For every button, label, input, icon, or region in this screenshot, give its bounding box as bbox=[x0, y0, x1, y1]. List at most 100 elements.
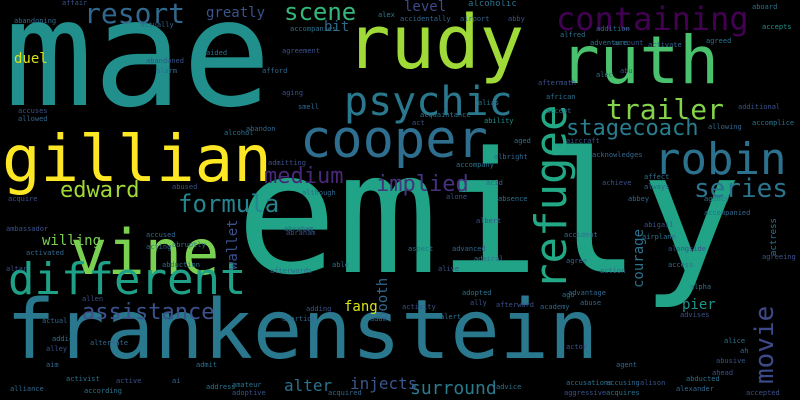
word-alcohol: alcohol bbox=[224, 129, 254, 137]
word-allowed: allowed bbox=[18, 115, 48, 123]
word-african: african bbox=[546, 93, 576, 101]
word-abraham-2: abraham bbox=[286, 229, 316, 237]
word-aboard: aboard bbox=[752, 3, 778, 11]
word-abusive: abusive bbox=[716, 357, 746, 365]
word-psychic: psychic bbox=[344, 79, 513, 125]
word-accepts: accepts bbox=[762, 23, 792, 31]
word-affair: affair bbox=[62, 0, 88, 7]
word-robin: robin bbox=[654, 134, 787, 185]
word-movie: movie bbox=[750, 305, 780, 384]
word-aim: aim bbox=[46, 361, 59, 369]
word-address: address bbox=[206, 383, 236, 391]
word-absence: absence bbox=[498, 195, 528, 203]
word-ai: ai bbox=[172, 377, 181, 385]
word-abby: abby bbox=[508, 15, 525, 23]
word-alliance: alliance bbox=[10, 385, 44, 393]
word-able: able bbox=[332, 261, 349, 269]
word-achieve: achieve bbox=[602, 179, 632, 187]
word-act: act bbox=[412, 119, 425, 127]
word-agree: agree bbox=[566, 257, 588, 265]
word-although: although bbox=[302, 189, 336, 197]
word-accompany: accompany bbox=[456, 161, 494, 169]
word-adventure: adventure bbox=[590, 39, 628, 47]
word-duel: duel bbox=[14, 51, 48, 67]
word-ability: ability bbox=[484, 117, 514, 125]
word-accusing: accusing bbox=[606, 379, 640, 387]
word-rudy: rudy bbox=[346, 0, 525, 86]
word-aging: aging bbox=[282, 89, 304, 97]
word-alive: alive bbox=[438, 265, 460, 273]
word-abandon: abandon bbox=[246, 125, 276, 133]
word-edward: edward bbox=[60, 178, 140, 203]
word-altar: altar bbox=[6, 265, 28, 273]
word-activated: activated bbox=[26, 249, 64, 257]
word-alert: alert bbox=[440, 313, 462, 321]
word-accidentally: accidentally bbox=[400, 15, 451, 23]
word-ah: ah bbox=[740, 347, 749, 355]
word-acting: acting bbox=[146, 243, 172, 251]
word-airplane: airplane bbox=[642, 233, 676, 241]
word-gillian: gillian bbox=[2, 123, 272, 197]
word-active: active bbox=[116, 377, 142, 385]
word-activist: activist bbox=[66, 375, 100, 383]
word-agreeing: agreeing bbox=[762, 253, 796, 261]
word-pier: pier bbox=[682, 297, 716, 313]
word-alternate: alternate bbox=[90, 339, 128, 347]
word-ally: ally bbox=[470, 299, 487, 307]
word-series: series bbox=[694, 174, 788, 204]
word-alec: alec bbox=[596, 71, 613, 79]
word-accuses: accuses bbox=[18, 107, 48, 115]
word-emily: emily bbox=[236, 116, 742, 312]
word-amateur: amateur bbox=[232, 381, 262, 389]
word-advice: advice bbox=[496, 383, 522, 391]
word-alexander: alexander bbox=[676, 385, 714, 393]
word-aided: aided bbox=[206, 49, 228, 57]
word-ruth: ruth bbox=[560, 22, 719, 99]
word-acquired: acquired bbox=[328, 389, 362, 397]
word-admitting: admitting bbox=[268, 159, 306, 167]
word-actual: actual bbox=[42, 317, 68, 325]
word-acquires: acquires bbox=[606, 389, 640, 397]
word-actress: actress bbox=[769, 218, 779, 256]
word-alice: alice bbox=[724, 337, 746, 345]
word-addition: addition bbox=[596, 25, 630, 33]
word-acquaintance: acquaintance bbox=[420, 111, 471, 119]
word-trailer: trailer bbox=[606, 93, 725, 126]
word-ambassador: ambassador bbox=[6, 225, 49, 233]
word-alongside: alongside bbox=[668, 245, 706, 253]
word-abuse: abuse bbox=[580, 299, 602, 307]
word-afterward: afterward bbox=[496, 301, 534, 309]
word-resort: resort bbox=[84, 0, 186, 30]
word-formula: formula bbox=[178, 190, 280, 218]
word-ahead: ahead bbox=[712, 369, 734, 377]
word-advises: advises bbox=[680, 311, 710, 319]
word-adam: adam bbox=[370, 315, 387, 323]
word-actually: actually bbox=[140, 21, 174, 29]
word-alias: alias bbox=[478, 99, 500, 107]
word-actor: actor bbox=[566, 343, 588, 351]
word-alfred: alfred bbox=[560, 31, 586, 39]
word-willing: willing bbox=[42, 233, 102, 249]
word-accept: accept bbox=[546, 107, 572, 115]
word-aftermath: aftermath bbox=[538, 79, 576, 87]
word-action: action bbox=[600, 267, 626, 275]
word-abbey: abbey bbox=[628, 195, 650, 203]
word-fang: fang bbox=[344, 299, 378, 315]
word-different: different bbox=[8, 254, 247, 305]
word-aged: aged bbox=[514, 137, 531, 145]
word-level: level bbox=[404, 0, 447, 15]
word-alpha: alpha bbox=[690, 283, 712, 291]
word-ago: ago bbox=[562, 291, 575, 299]
word-abduction: abduction bbox=[162, 261, 200, 269]
word-agreed: agreed bbox=[706, 37, 732, 45]
word-medium: medium bbox=[264, 164, 344, 189]
word-afterwards: afterwards bbox=[270, 267, 313, 275]
word-afford: afford bbox=[262, 67, 288, 75]
word-addict: addict bbox=[52, 335, 78, 343]
word-adding: adding bbox=[306, 305, 332, 313]
word-acknowledges: acknowledges bbox=[592, 151, 643, 159]
word-account: account bbox=[614, 39, 644, 47]
word-bit: bit bbox=[324, 19, 350, 35]
word-airport: airport bbox=[460, 15, 490, 23]
word-implied: implied bbox=[376, 172, 469, 197]
